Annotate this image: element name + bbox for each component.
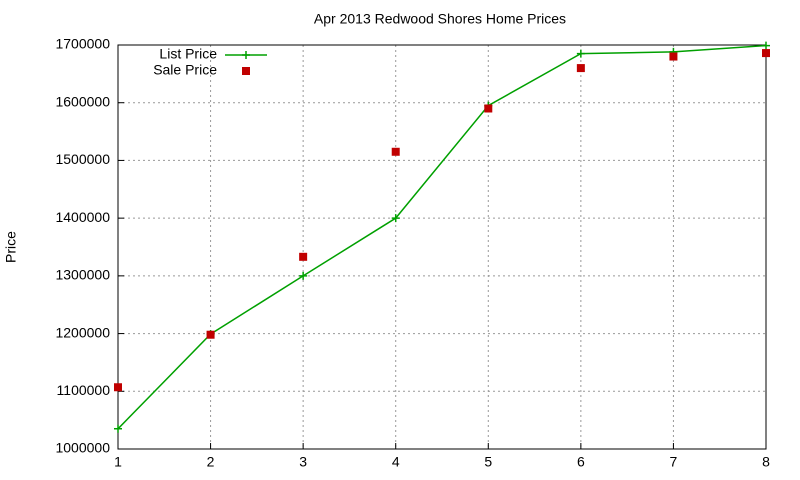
point-marker	[114, 424, 122, 433]
x-tick-label: 2	[207, 454, 215, 470]
x-tick-label: 6	[577, 454, 585, 470]
y-tick-label: 1700000	[55, 36, 110, 52]
x-tick-label: 1	[114, 454, 122, 470]
y-tick-label: 1500000	[55, 151, 110, 167]
point-marker	[762, 49, 770, 58]
point-marker	[206, 330, 215, 339]
y-tick-label: 1200000	[55, 324, 110, 340]
legend-marker	[242, 67, 250, 75]
point-marker	[391, 214, 400, 223]
y-axis-label: Price	[3, 231, 19, 263]
y-tick-label: 1300000	[55, 267, 110, 283]
x-tick-label: 5	[484, 454, 492, 470]
x-tick-label: 7	[670, 454, 678, 470]
y-tick-label: 1400000	[55, 209, 110, 225]
legend-marker	[242, 51, 250, 59]
legend-label: List Price	[159, 46, 217, 62]
y-tick-label: 1100000	[57, 382, 111, 398]
point-marker	[299, 271, 308, 280]
point-marker	[391, 147, 400, 156]
x-tick-label: 3	[299, 454, 307, 470]
plot-border	[117, 44, 767, 450]
point-marker	[114, 383, 122, 392]
y-tick-label: 1000000	[55, 440, 110, 456]
point-marker	[299, 252, 308, 261]
chart-title: Apr 2013 Redwood Shores Home Prices	[314, 11, 566, 27]
x-tick-label: 8	[762, 454, 770, 470]
y-tick-label: 1600000	[55, 93, 110, 109]
legend-label: Sale Price	[153, 62, 217, 78]
point-marker	[669, 52, 678, 61]
point-marker	[576, 49, 585, 58]
point-marker	[484, 104, 493, 113]
point-marker	[576, 64, 585, 73]
series-line	[117, 44, 767, 430]
x-tick-label: 4	[392, 454, 400, 470]
point-marker	[762, 41, 770, 50]
